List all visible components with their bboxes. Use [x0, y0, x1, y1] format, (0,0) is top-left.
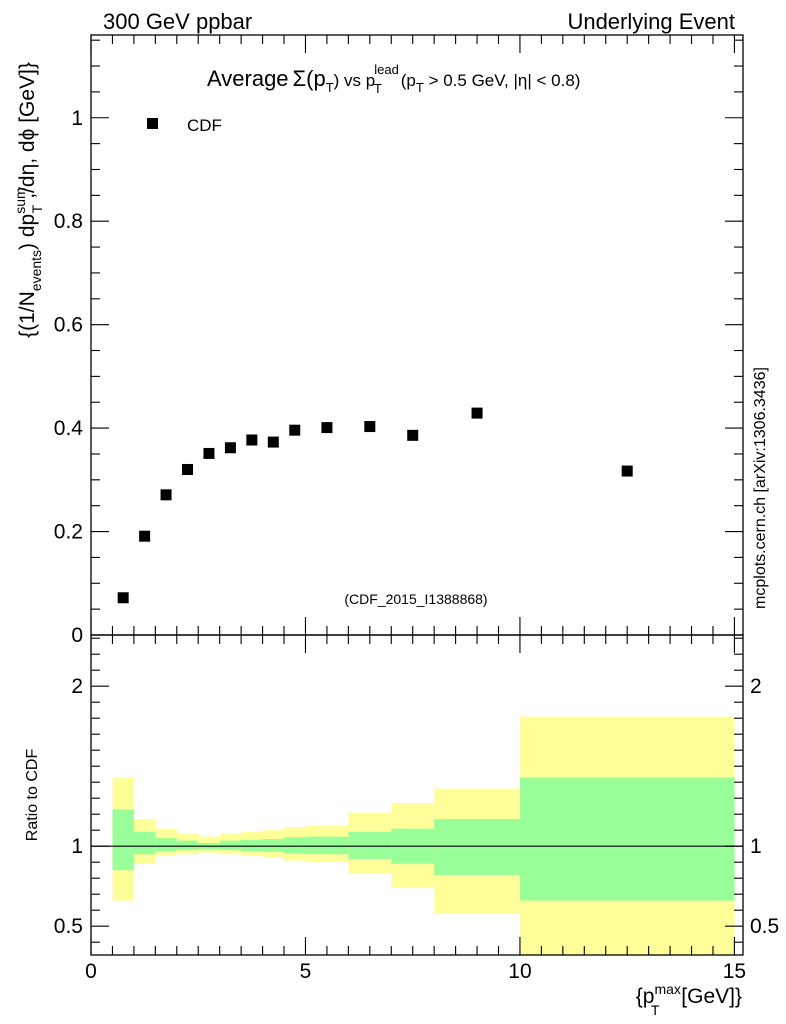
- data-point: [364, 421, 376, 433]
- ratio-y-tick-label: 2: [71, 675, 83, 698]
- ratio-y-tick-label: 0.5: [54, 915, 83, 938]
- data-point: [471, 407, 483, 419]
- data-point: [182, 463, 194, 475]
- header-right: Underlying Event: [567, 9, 735, 34]
- x-tick-label: 0: [85, 960, 97, 983]
- y-tick-label: 0: [71, 624, 83, 647]
- ratio-band-inner: [519, 777, 735, 901]
- main-y-axis-label: {(1/Nevents) dpsumT,/dη, dϕ [GeV]}: [12, 62, 45, 338]
- y-tick-label: 0.6: [54, 314, 83, 337]
- x-tick-label: 10: [508, 960, 531, 983]
- ratio-band-inner: [155, 838, 177, 851]
- legend-marker: [147, 118, 158, 129]
- data-point: [117, 592, 129, 604]
- data-point: [321, 422, 333, 434]
- ratio-band-inner: [219, 840, 242, 851]
- data-point: [224, 442, 236, 454]
- ratio-band-inner: [241, 839, 263, 851]
- ratio-band-inner: [176, 840, 199, 851]
- data-point: [621, 465, 633, 477]
- ratio-plot-frame: [90, 634, 744, 956]
- watermark: mcplots.cern.ch [arXiv:1306.3436]: [752, 367, 769, 609]
- ratio-y-tick-label-right: 0.5: [750, 915, 779, 938]
- ratio-y-axis-label: Ratio to CDF: [24, 749, 41, 842]
- data-point: [246, 434, 258, 446]
- data-point: [289, 424, 301, 436]
- ratio-band-inner: [348, 831, 392, 859]
- ratio-band-inner: [284, 837, 306, 854]
- ratio-plot: 0.5 0.5 1 1 2 2 0 5 10 15: [54, 634, 779, 983]
- y-tick-label: 0.8: [54, 210, 83, 233]
- ratio-axis-ticks: 0.5 0.5 1 1 2 2 0 5 10 15: [54, 635, 779, 983]
- analysis-label: (CDF_2015_I1388868): [344, 591, 487, 607]
- y-tick-label: 0.4: [54, 417, 84, 440]
- ratio-uncertainty-bands: [112, 716, 735, 955]
- header-left: 300 GeV ppbar: [103, 9, 252, 34]
- data-points: [117, 407, 633, 604]
- data-point: [139, 530, 151, 542]
- x-axis-label: {pmax T [GeV]}: [636, 981, 742, 1018]
- x-tick-label: 5: [300, 960, 312, 983]
- ratio-band-inner: [112, 809, 134, 871]
- main-axis-ticks: 0 0.2 0.4 0.6 0.8 1: [54, 35, 743, 647]
- data-point: [160, 489, 172, 501]
- y-tick-label: 0.2: [54, 521, 83, 544]
- data-point: [407, 429, 419, 441]
- ratio-band-inner: [305, 836, 349, 855]
- x-tick-label: 15: [723, 960, 746, 983]
- ratio-band-inner: [262, 839, 285, 852]
- ratio-band-inner: [133, 831, 156, 855]
- y-tick-label: 1: [71, 107, 83, 130]
- ratio-band-inner: [434, 819, 520, 875]
- data-point: [203, 447, 215, 459]
- legend-label: CDF: [187, 116, 222, 135]
- legend: CDF: [147, 116, 222, 135]
- ratio-y-tick-label: 1: [71, 835, 83, 858]
- ratio-y-tick-label-right: 2: [750, 675, 762, 698]
- data-point: [267, 436, 279, 448]
- ratio-y-tick-label-right: 1: [750, 835, 762, 858]
- chart-title: Average Σ(pT) vs plead T (pT > 0.5 GeV, |η|…: [207, 62, 580, 96]
